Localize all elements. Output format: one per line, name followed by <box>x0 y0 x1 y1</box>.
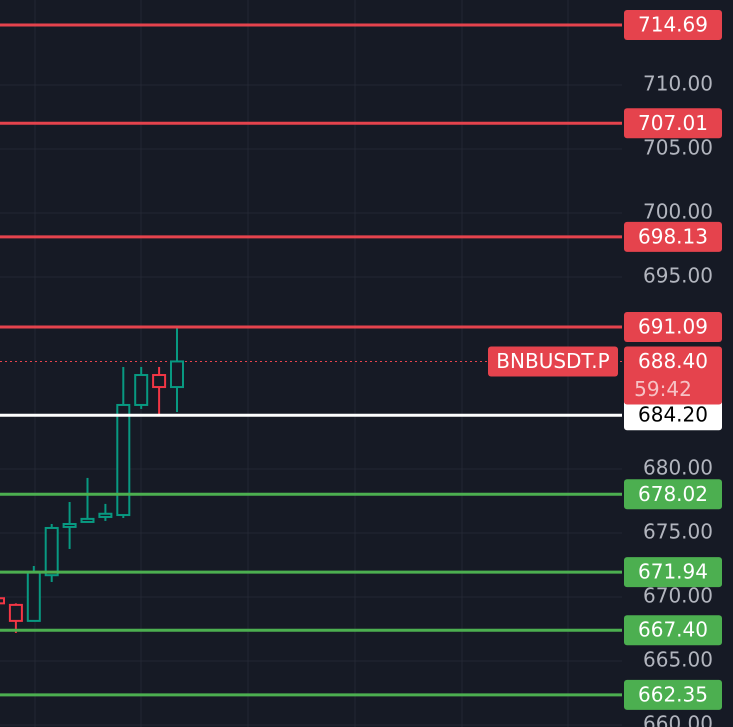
y-tick-label: 695.00 <box>643 263 713 287</box>
level-label: 684.20 <box>638 403 708 427</box>
level-label-box <box>624 221 722 252</box>
level-label-box <box>624 312 722 343</box>
y-tick-label: 665.00 <box>643 647 713 671</box>
candle-body <box>8 603 23 622</box>
level-label-box <box>624 400 722 431</box>
level-label: 691.09 <box>638 315 708 339</box>
y-tick-label: 710.00 <box>643 71 713 95</box>
y-tick-label: 670.00 <box>643 583 713 607</box>
candle-body <box>44 526 59 577</box>
candle-body <box>0 597 5 605</box>
level-label-box <box>624 679 722 710</box>
symbol-label: BNBUSDT.P <box>496 349 609 373</box>
level-label: 714.69 <box>638 12 708 36</box>
candle-body <box>26 571 41 622</box>
level-label: 667.40 <box>638 618 708 642</box>
level-label-box <box>624 108 722 139</box>
y-tick-label: 700.00 <box>643 199 713 223</box>
candle-body <box>62 523 77 528</box>
candle-body <box>116 403 131 517</box>
price-label: 688.40 <box>638 349 708 373</box>
level-label-box <box>624 557 722 588</box>
level-label: 662.35 <box>638 682 708 706</box>
candle-body <box>80 517 95 523</box>
level-label-box <box>624 615 722 646</box>
candle-body <box>134 374 149 406</box>
y-tick-label: 680.00 <box>643 455 713 479</box>
symbol-box <box>488 346 618 377</box>
countdown-label: 59:42 <box>634 377 692 401</box>
candle-body <box>98 512 113 518</box>
price-box <box>624 346 722 405</box>
level-label: 671.94 <box>638 560 708 584</box>
candle-body <box>170 360 184 389</box>
level-label: 698.13 <box>638 224 708 248</box>
level-label-box <box>624 479 722 510</box>
y-tick-label: 660.00 <box>643 711 713 727</box>
y-tick-label: 675.00 <box>643 519 713 543</box>
level-label-box <box>624 9 722 40</box>
level-label: 707.01 <box>638 111 708 135</box>
level-label: 678.02 <box>638 482 708 506</box>
candle-body <box>152 374 167 389</box>
y-tick-label: 705.00 <box>643 135 713 159</box>
